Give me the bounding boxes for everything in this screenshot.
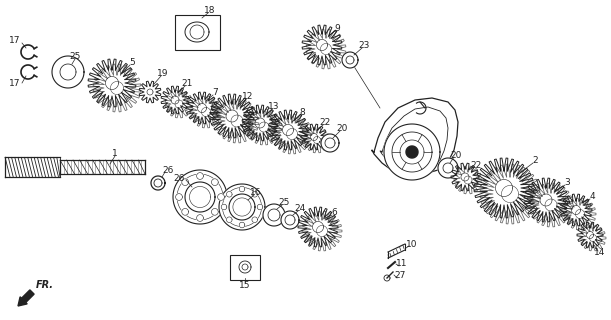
Polygon shape [161,86,189,114]
Polygon shape [302,211,342,251]
Text: 21: 21 [181,78,192,87]
Polygon shape [211,209,218,215]
FancyArrow shape [18,290,34,306]
Polygon shape [242,105,278,141]
Text: 9: 9 [334,23,340,33]
Text: 3: 3 [564,178,570,187]
Polygon shape [252,191,257,197]
Text: 25: 25 [69,52,81,60]
Polygon shape [197,215,203,221]
Text: 1: 1 [112,148,118,157]
Polygon shape [564,198,596,230]
Polygon shape [139,81,161,103]
Text: 18: 18 [204,5,216,14]
Polygon shape [221,204,227,210]
Text: 25: 25 [279,197,290,206]
Polygon shape [165,90,193,118]
Text: 26: 26 [163,165,174,174]
Bar [175,15,220,50]
Polygon shape [301,124,327,150]
Text: 19: 19 [157,68,169,77]
Polygon shape [175,194,182,200]
Text: 4: 4 [589,191,595,201]
Polygon shape [474,158,534,218]
Polygon shape [257,204,263,210]
Polygon shape [372,98,458,175]
Text: 23: 23 [358,41,370,50]
Text: 20: 20 [336,124,348,132]
Text: FR.: FR. [36,280,54,290]
Text: 14: 14 [595,247,606,257]
Polygon shape [321,134,339,152]
Polygon shape [211,179,218,186]
Polygon shape [281,211,299,229]
Polygon shape [451,163,479,191]
Polygon shape [438,158,458,178]
Polygon shape [384,124,440,180]
Polygon shape [298,207,338,247]
Text: 22: 22 [470,161,481,170]
Text: 17: 17 [9,36,21,44]
Text: 12: 12 [243,92,254,100]
Text: 24: 24 [295,204,306,212]
Polygon shape [93,64,141,112]
Text: 16: 16 [251,188,262,196]
Polygon shape [197,173,203,179]
Polygon shape [268,110,308,150]
Polygon shape [454,166,482,194]
Polygon shape [272,114,312,154]
Polygon shape [227,191,232,197]
Polygon shape [580,225,606,251]
Polygon shape [239,186,245,192]
Polygon shape [88,59,136,107]
Polygon shape [215,99,259,143]
Text: 7: 7 [212,87,218,97]
Polygon shape [210,94,254,138]
Polygon shape [185,22,209,42]
Polygon shape [218,194,224,200]
Polygon shape [173,170,227,224]
Polygon shape [186,92,218,124]
Text: 27: 27 [394,271,406,281]
Text: 20: 20 [450,150,462,159]
Text: 15: 15 [240,281,251,290]
Text: 11: 11 [397,260,408,268]
Polygon shape [227,217,232,222]
Text: 13: 13 [268,101,280,110]
Text: 2: 2 [532,156,538,164]
Polygon shape [219,184,265,230]
Polygon shape [524,178,568,222]
Polygon shape [529,183,573,227]
Text: 10: 10 [406,239,418,249]
Polygon shape [263,204,285,226]
Polygon shape [306,29,346,69]
Polygon shape [239,222,245,228]
Text: 22: 22 [320,117,331,126]
Polygon shape [342,52,358,68]
Text: 26: 26 [174,173,185,182]
Polygon shape [406,146,418,158]
Text: 17: 17 [9,78,21,87]
Polygon shape [480,164,540,224]
Polygon shape [182,209,189,215]
Polygon shape [560,194,592,226]
Text: 5: 5 [129,58,135,67]
Polygon shape [52,56,84,88]
Polygon shape [302,25,342,65]
Text: 8: 8 [299,108,305,116]
Polygon shape [388,244,405,258]
Polygon shape [577,222,603,248]
Polygon shape [252,217,257,222]
Polygon shape [182,179,189,186]
Text: 6: 6 [331,207,337,217]
Polygon shape [246,109,282,145]
Polygon shape [190,96,222,128]
Polygon shape [304,127,330,153]
Bar [230,255,260,280]
